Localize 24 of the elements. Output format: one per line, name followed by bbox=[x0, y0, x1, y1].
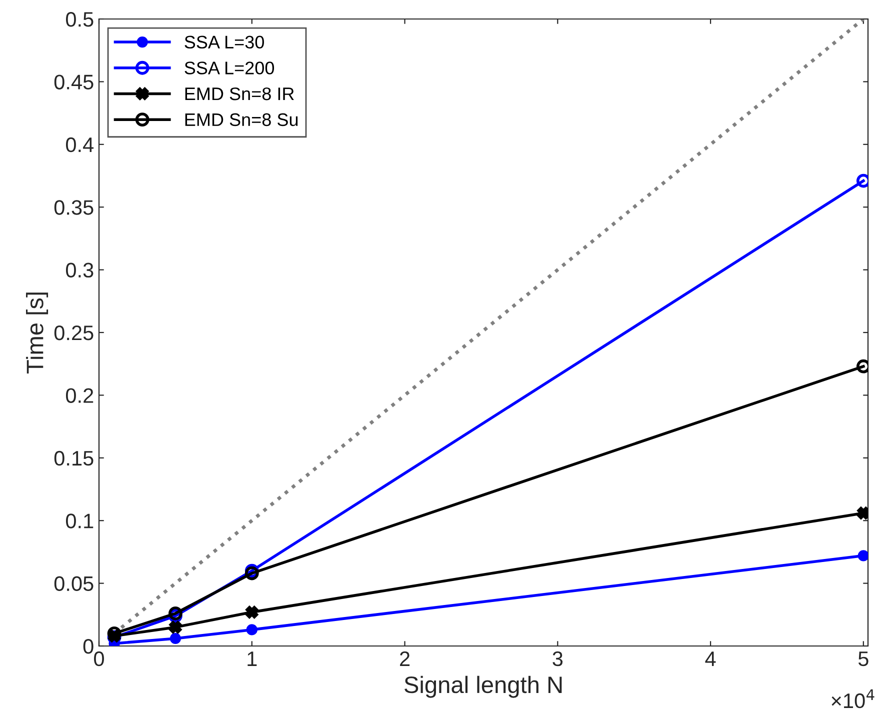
y-tick-label: 0.3 bbox=[66, 262, 94, 278]
x-axis-title: Signal length N bbox=[404, 676, 562, 698]
text: ×10$^{4}$ bbox=[832, 689, 874, 708]
y-tick-label: 0.25 bbox=[54, 326, 94, 340]
y-tick-label: 0.1 bbox=[66, 514, 94, 528]
y-tick-label: 0.4 bbox=[66, 137, 94, 152]
x-tick-label: 2 bbox=[400, 651, 410, 666]
legend-label: SSA L=30 bbox=[184, 36, 264, 49]
y-tick-label: 0 bbox=[83, 639, 94, 654]
y-tick-label: 0.15 bbox=[54, 450, 94, 466]
y-axis-title: Time [s] bbox=[26, 292, 48, 374]
y-tick-label: 0.45 bbox=[54, 74, 94, 90]
x-tick-label: 5 bbox=[858, 652, 868, 666]
legend-label: SSA L=200 bbox=[184, 62, 274, 74]
x-tick-label: 4 bbox=[705, 652, 716, 666]
x-tick-label: 3 bbox=[552, 651, 563, 666]
y-tick-label: 0.2 bbox=[66, 388, 94, 403]
legend-label: EMD Sn=8 Su bbox=[185, 113, 298, 126]
y-tick-label: 0.35 bbox=[54, 200, 94, 215]
y-tick-label: 0.5 bbox=[66, 12, 94, 27]
x-tick-label: 0 bbox=[94, 651, 104, 666]
x-tick-label: 1 bbox=[248, 652, 257, 666]
y-tick-label: 0.05 bbox=[54, 576, 94, 592]
legend-label: EMD Sn=8 IR bbox=[185, 87, 294, 100]
